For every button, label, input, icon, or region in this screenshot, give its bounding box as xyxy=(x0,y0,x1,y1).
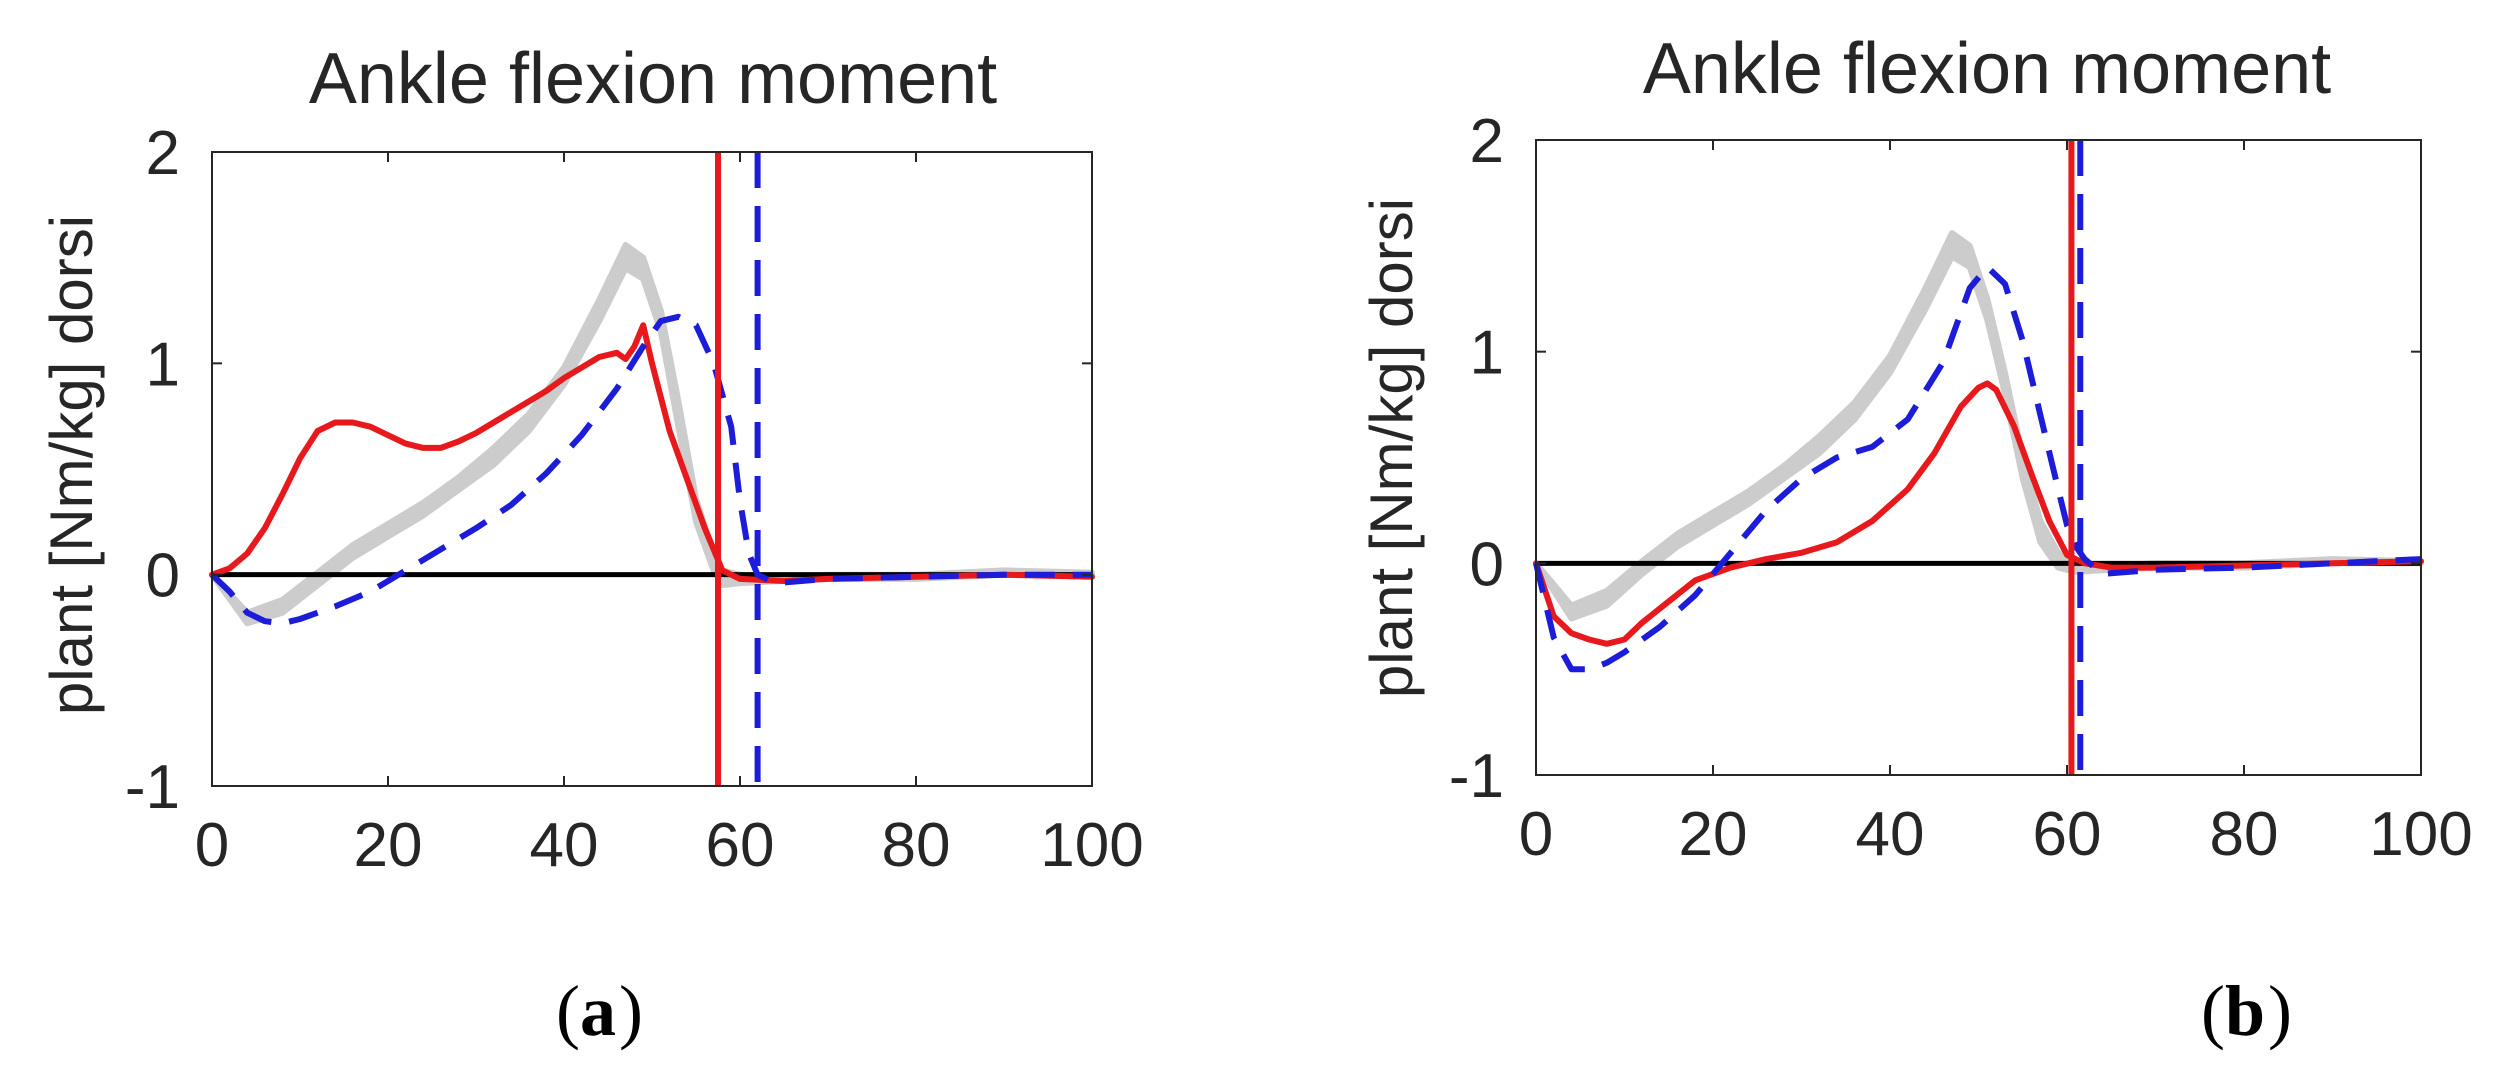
chart-panel-a: Ankle flexion moment plant [Nm/kg] dorsi… xyxy=(38,39,1144,1051)
series-line-1 xyxy=(1533,380,2424,647)
series-line-1 xyxy=(209,322,1095,584)
x-tick-label: 40 xyxy=(530,811,599,880)
panel-caption-letter: b xyxy=(2225,971,2265,1051)
panel-caption-open: ( xyxy=(556,971,580,1051)
normative-band xyxy=(209,242,1095,627)
x-tick-label: 40 xyxy=(1856,800,1925,869)
series-line-2 xyxy=(209,313,1092,627)
y-tick-label: 2 xyxy=(146,119,180,188)
panel-caption-close: ) xyxy=(619,971,643,1051)
x-tick-label: 0 xyxy=(195,811,229,880)
x-tick-label: 0 xyxy=(1519,800,1553,869)
x-tick-label: 20 xyxy=(354,811,423,880)
y-tick-label: 2 xyxy=(1470,107,1504,176)
axes-box xyxy=(211,151,1093,787)
y-tick-label: 1 xyxy=(1470,319,1504,388)
chart-title: Ankle flexion moment xyxy=(1643,29,2331,109)
y-tick-label: -1 xyxy=(125,753,180,822)
panel-caption-letter: a xyxy=(580,971,616,1051)
x-tick-label: 100 xyxy=(2369,800,2472,869)
panel-caption-open: ( xyxy=(2201,971,2225,1051)
y-tick-label: 1 xyxy=(146,330,180,399)
series-line-2 xyxy=(1533,264,2422,673)
y-tick-label: 0 xyxy=(146,542,180,611)
y-axis-label: plant [Nm/kg] dorsi xyxy=(1358,198,1425,698)
x-tick-label: 20 xyxy=(1679,800,1748,869)
x-tick-label: 60 xyxy=(706,811,775,880)
y-axis-label: plant [Nm/kg] dorsi xyxy=(38,215,105,715)
panel-caption-close: ) xyxy=(2268,971,2292,1051)
axes-box xyxy=(1535,139,2422,776)
y-tick-label: 0 xyxy=(1470,530,1504,599)
x-tick-label: 60 xyxy=(2033,800,2102,869)
y-tick-label: -1 xyxy=(1449,742,1504,811)
x-tick-label: 80 xyxy=(2210,800,2279,869)
x-tick-label: 100 xyxy=(1040,811,1143,880)
chart-title: Ankle flexion moment xyxy=(309,39,997,119)
chart-panel-b: Ankle flexion moment plant [Nm/kg] dorsi… xyxy=(1358,29,2473,1051)
x-tick-label: 80 xyxy=(882,811,951,880)
normative-band xyxy=(1533,230,2424,622)
